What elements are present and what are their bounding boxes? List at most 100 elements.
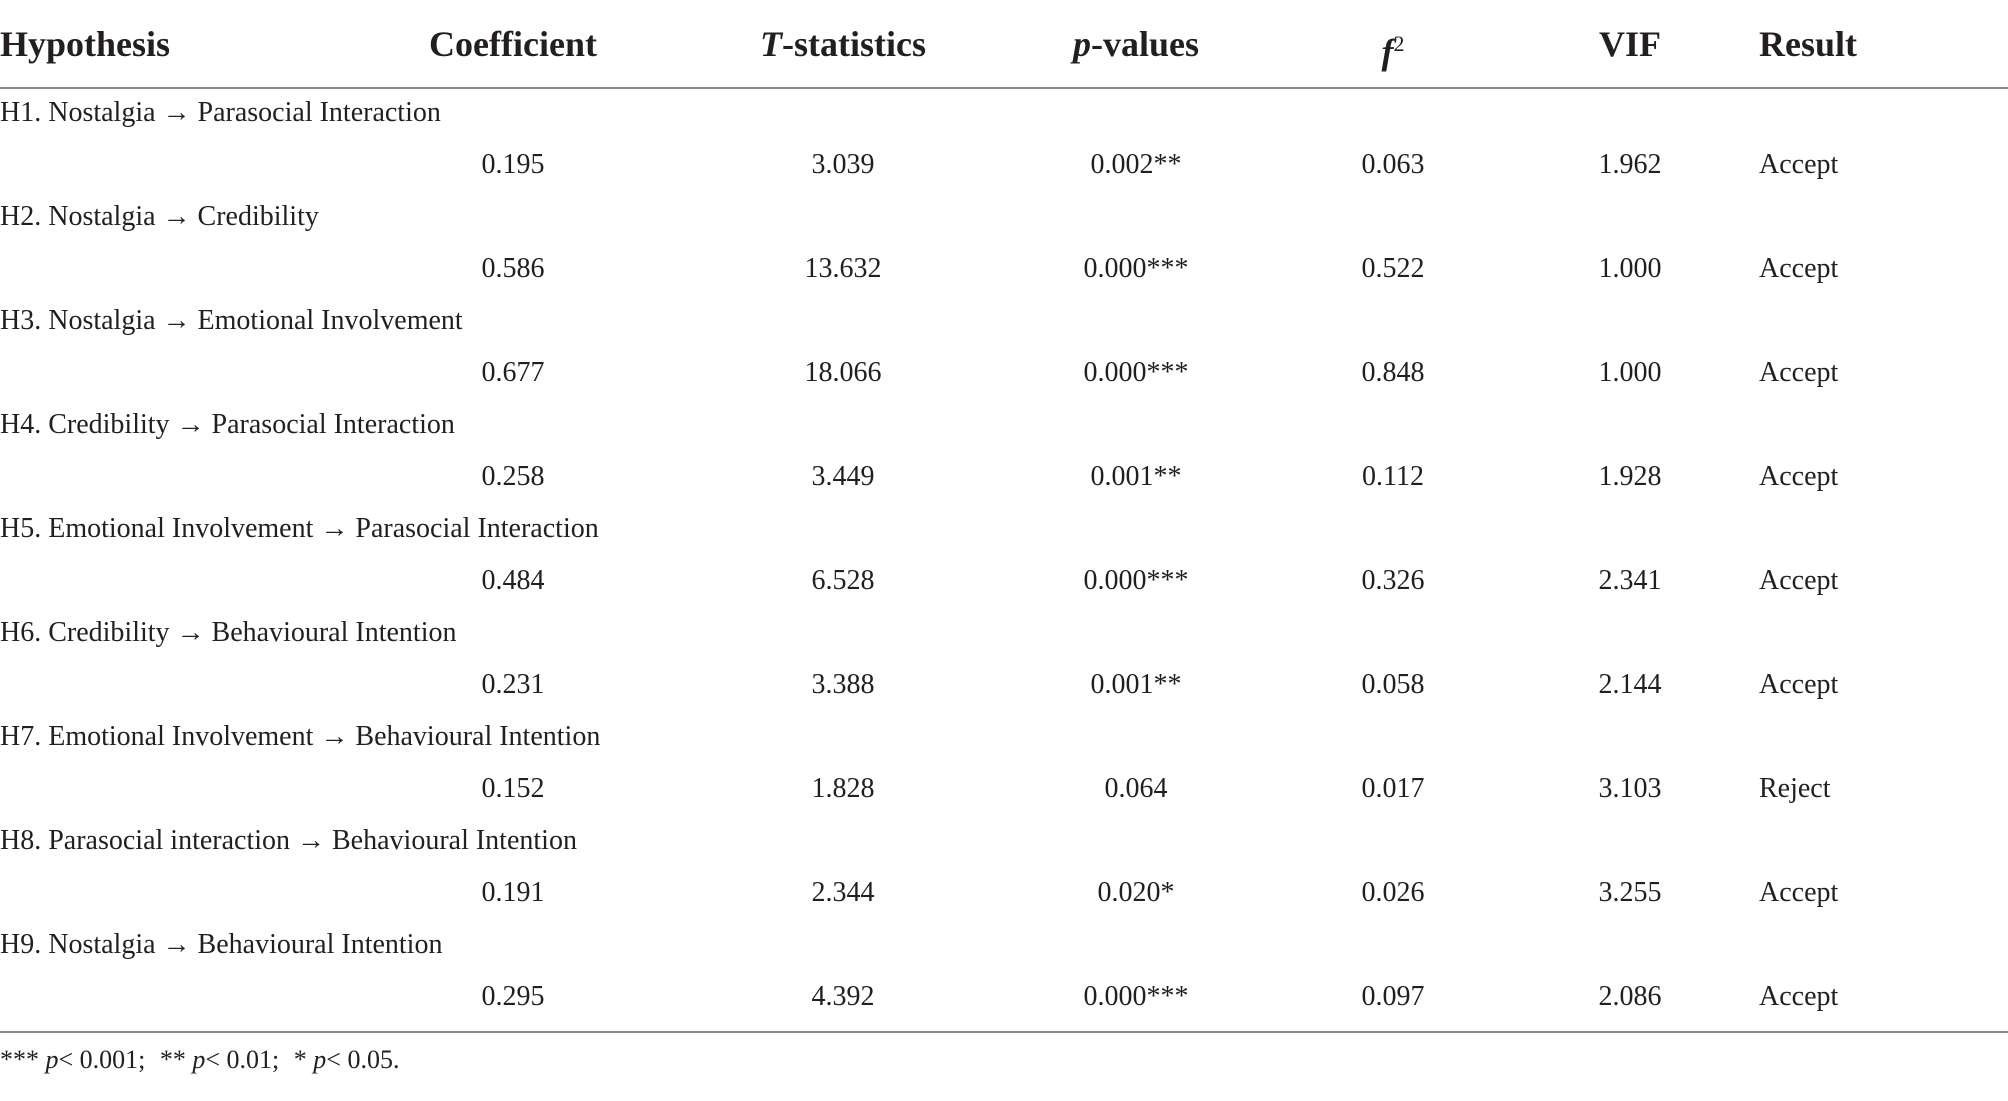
header-vif: VIF <box>1599 24 1661 64</box>
cell-f2: 0.326 <box>1361 565 1425 596</box>
values-row: 0.586 13.632 0.000*** 0.522 1.000 Accept <box>0 245 2008 297</box>
cell-p-value: 0.000*** <box>1083 565 1189 596</box>
hypothesis-label: H9. Nostalgia → Behavioural Intention <box>0 929 443 960</box>
cell-f2: 0.026 <box>1361 877 1425 908</box>
hypothesis-label: H7. Emotional Involvement → Behavioural … <box>0 721 601 752</box>
cell-t-statistic: 3.449 <box>811 461 875 492</box>
cell-f2: 0.112 <box>1362 461 1424 492</box>
header-p-italic: p <box>1073 24 1091 64</box>
cell-p-value: 0.001** <box>1090 461 1182 492</box>
values-row: 0.295 4.392 0.000*** 0.097 2.086 Accept <box>0 973 2008 1025</box>
cell-t-statistic: 3.388 <box>811 669 875 700</box>
values-row: 0.195 3.039 0.002** 0.063 1.962 Accept <box>0 141 2008 193</box>
cell-vif: 3.103 <box>1598 773 1662 804</box>
cell-vif: 3.255 <box>1598 877 1662 908</box>
hypothesis-label: H2. Nostalgia → Credibility <box>0 201 319 232</box>
cell-p-value: 0.064 <box>1104 773 1168 804</box>
cell-f2: 0.848 <box>1361 357 1425 388</box>
hypothesis-label: H3. Nostalgia → Emotional Involvement <box>0 305 463 336</box>
header-t-italic: T <box>760 24 783 64</box>
cell-f2: 0.058 <box>1361 669 1425 700</box>
cell-p-value: 0.001** <box>1090 669 1182 700</box>
cell-f2: 0.017 <box>1361 773 1425 804</box>
cell-p-value: 0.000*** <box>1083 253 1189 284</box>
values-row: 0.152 1.828 0.064 0.017 3.103 Reject <box>0 765 2008 817</box>
results-table: Hypothesis Coefficient T-statistics p-va… <box>0 0 2008 1077</box>
values-row: 0.258 3.449 0.001** 0.112 1.928 Accept <box>0 453 2008 505</box>
hypothesis-label: H1. Nostalgia → Parasocial Interaction <box>0 97 441 128</box>
cell-result: Accept <box>1759 981 1839 1012</box>
hypothesis-row: H8. Parasocial interaction → Behavioural… <box>0 817 2008 869</box>
cell-p-value: 0.000*** <box>1083 357 1189 388</box>
table-bottom-rule <box>0 1031 2008 1033</box>
cell-vif: 1.928 <box>1598 461 1662 492</box>
hypothesis-label: H4. Credibility → Parasocial Interaction <box>0 409 455 440</box>
footnote-item: * p< 0.05. <box>293 1045 400 1074</box>
cell-coefficient: 0.258 <box>481 461 545 492</box>
cell-vif: 2.086 <box>1598 981 1662 1012</box>
cell-f2: 0.522 <box>1361 253 1425 284</box>
cell-vif: 2.341 <box>1598 565 1662 596</box>
header-result: Result <box>1759 24 1857 64</box>
footnote-item: *** p< 0.001; <box>0 1045 146 1074</box>
table-footnote: *** p< 0.001; ** p< 0.01; * p< 0.05. <box>0 1033 2008 1077</box>
cell-p-value: 0.000*** <box>1083 981 1189 1012</box>
header-f-italic: f <box>1381 32 1394 72</box>
cell-t-statistic: 4.392 <box>811 981 875 1012</box>
cell-result: Accept <box>1759 357 1839 388</box>
cell-f2: 0.063 <box>1361 149 1425 180</box>
table-header: Hypothesis Coefficient T-statistics p-va… <box>0 0 2008 89</box>
cell-p-value: 0.020* <box>1097 877 1175 908</box>
cell-result: Accept <box>1759 669 1839 700</box>
hypothesis-row: H4. Credibility → Parasocial Interaction <box>0 401 2008 453</box>
hypothesis-row: H9. Nostalgia → Behavioural Intention <box>0 921 2008 973</box>
hypothesis-row: H5. Emotional Involvement → Parasocial I… <box>0 505 2008 557</box>
cell-result: Accept <box>1759 461 1839 492</box>
cell-coefficient: 0.677 <box>481 357 545 388</box>
cell-coefficient: 0.195 <box>481 149 545 180</box>
cell-t-statistic: 1.828 <box>811 773 875 804</box>
header-t-rest: -statistics <box>782 24 926 64</box>
cell-vif: 1.000 <box>1598 357 1662 388</box>
cell-coefficient: 0.191 <box>481 877 545 908</box>
hypothesis-row: H1. Nostalgia → Parasocial Interaction <box>0 89 2008 141</box>
cell-t-statistic: 18.066 <box>804 357 882 388</box>
header-coefficient: Coefficient <box>429 24 597 64</box>
values-row: 0.231 3.388 0.001** 0.058 2.144 Accept <box>0 661 2008 713</box>
cell-result: Accept <box>1759 149 1839 180</box>
cell-t-statistic: 6.528 <box>811 565 875 596</box>
hypothesis-label: H5. Emotional Involvement → Parasocial I… <box>0 513 599 544</box>
cell-result: Reject <box>1759 773 1831 804</box>
header-hypothesis: Hypothesis <box>0 24 171 64</box>
cell-result: Accept <box>1759 565 1839 596</box>
values-row: 0.191 2.344 0.020* 0.026 3.255 Accept <box>0 869 2008 921</box>
cell-coefficient: 0.586 <box>481 253 545 284</box>
cell-vif: 1.962 <box>1598 149 1662 180</box>
hypothesis-label: H8. Parasocial interaction → Behavioural… <box>0 825 577 856</box>
header-p-rest: -values <box>1091 24 1199 64</box>
hypothesis-row: H3. Nostalgia → Emotional Involvement <box>0 297 2008 349</box>
cell-coefficient: 0.295 <box>481 981 545 1012</box>
cell-vif: 1.000 <box>1598 253 1662 284</box>
values-row: 0.677 18.066 0.000*** 0.848 1.000 Accept <box>0 349 2008 401</box>
values-row: 0.484 6.528 0.000*** 0.326 2.341 Accept <box>0 557 2008 609</box>
hypothesis-row: H2. Nostalgia → Credibility <box>0 193 2008 245</box>
cell-coefficient: 0.231 <box>481 669 545 700</box>
cell-p-value: 0.002** <box>1090 149 1182 180</box>
hypothesis-label: H6. Credibility → Behavioural Intention <box>0 617 457 648</box>
cell-coefficient: 0.152 <box>481 773 545 804</box>
cell-t-statistic: 13.632 <box>804 253 882 284</box>
cell-t-statistic: 3.039 <box>811 149 875 180</box>
cell-vif: 2.144 <box>1598 669 1662 700</box>
header-t-statistics: T-statistics <box>760 22 926 66</box>
table-body: H1. Nostalgia → Parasocial Interaction 0.… <box>0 89 2008 1025</box>
header-f2: f2 <box>1382 22 1405 74</box>
cell-f2: 0.097 <box>1361 981 1425 1012</box>
footnote-item: ** p< 0.01; <box>159 1045 280 1074</box>
header-p-values: p-values <box>1073 22 1199 66</box>
cell-result: Accept <box>1759 877 1839 908</box>
cell-t-statistic: 2.344 <box>811 877 875 908</box>
cell-coefficient: 0.484 <box>481 565 545 596</box>
cell-result: Accept <box>1759 253 1839 284</box>
header-f-sup: 2 <box>1393 31 1405 56</box>
